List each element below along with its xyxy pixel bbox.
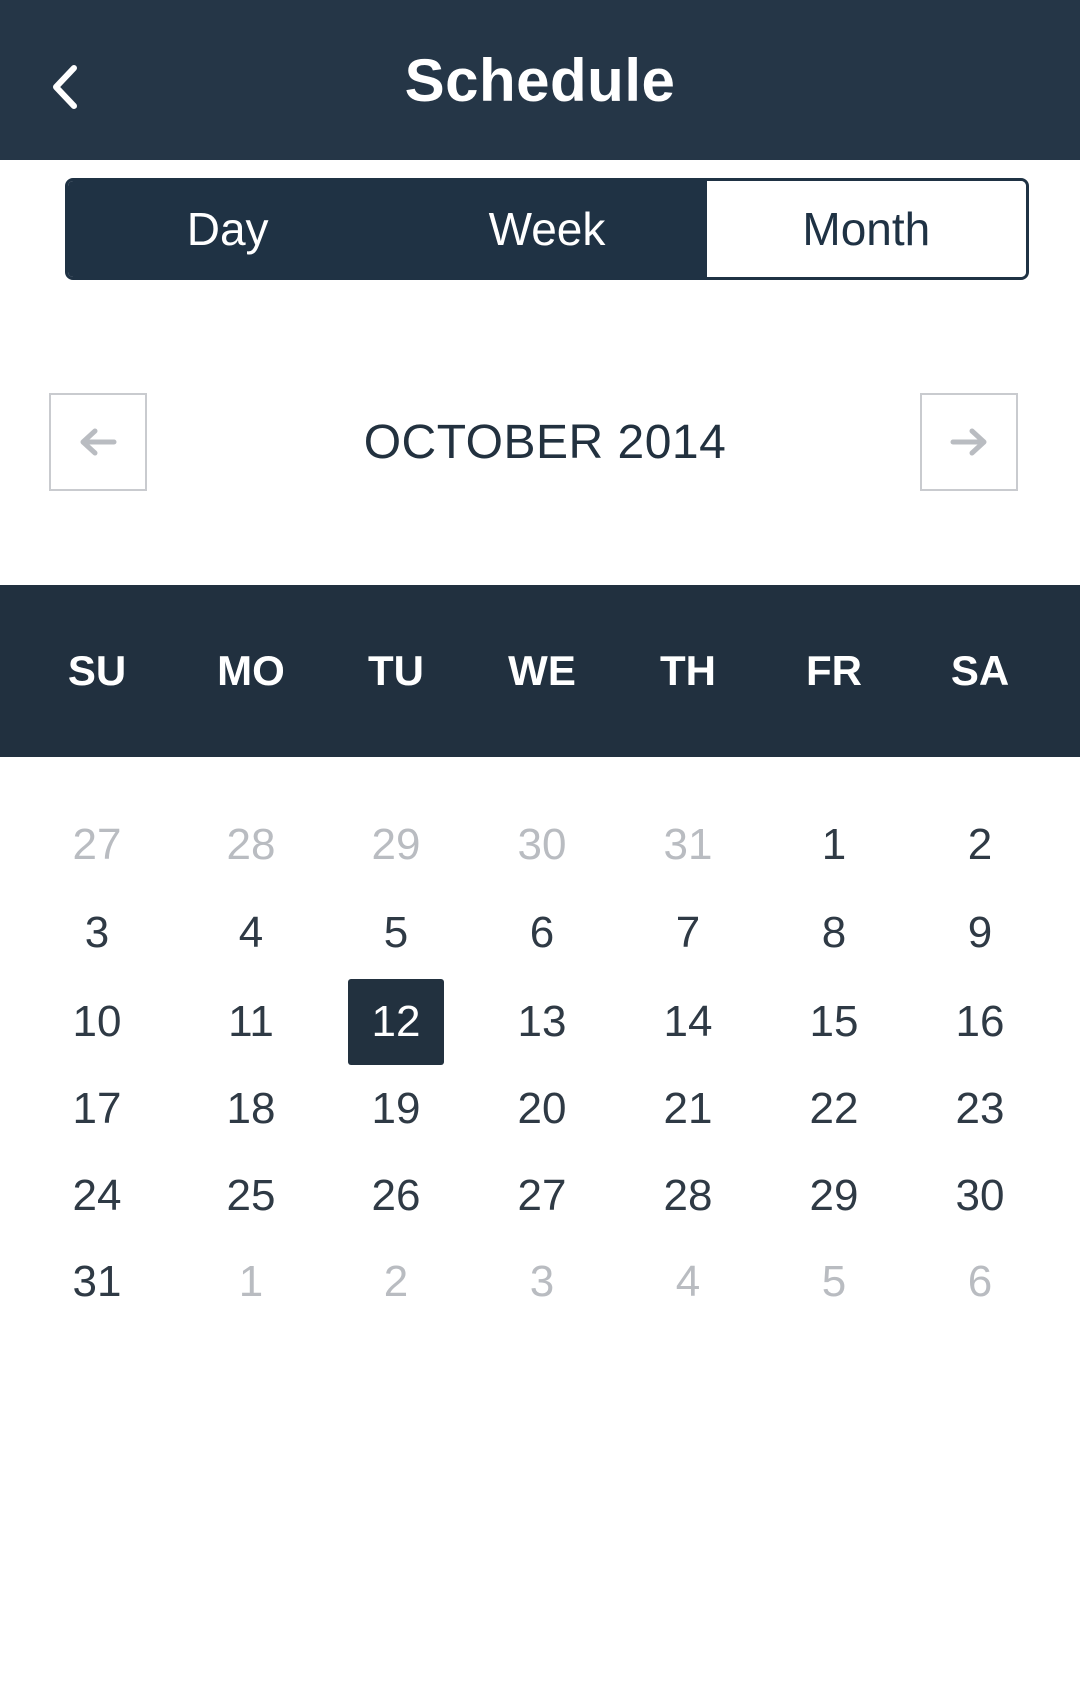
day-cell[interactable]: 27 bbox=[517, 1171, 567, 1220]
day-cell[interactable]: 4 bbox=[675, 1257, 701, 1306]
selected-day-cell[interactable]: 12 bbox=[348, 979, 444, 1065]
day-cell[interactable]: 11 bbox=[228, 997, 274, 1046]
page-title: Schedule bbox=[404, 46, 676, 114]
day-cell[interactable]: 9 bbox=[967, 908, 993, 957]
day-cell[interactable]: 24 bbox=[72, 1171, 122, 1220]
day-cell[interactable]: 13 bbox=[517, 997, 567, 1046]
arrow-right-icon bbox=[950, 428, 987, 456]
day-cell[interactable]: 20 bbox=[517, 1084, 567, 1133]
next-month-button[interactable] bbox=[920, 393, 1018, 491]
day-cell[interactable]: 31 bbox=[663, 820, 713, 869]
day-cell[interactable]: 22 bbox=[809, 1084, 859, 1133]
prev-month-button[interactable] bbox=[49, 393, 147, 491]
arrow-left-icon bbox=[80, 428, 117, 456]
view-toggle: Day Week Month bbox=[65, 178, 1029, 280]
day-cell[interactable]: 3 bbox=[84, 908, 110, 957]
weekday-label: TH bbox=[660, 647, 716, 694]
weekday-label: WE bbox=[508, 647, 576, 694]
day-cell[interactable]: 18 bbox=[226, 1084, 276, 1133]
day-cell[interactable]: 26 bbox=[371, 1171, 421, 1220]
day-cell[interactable]: 10 bbox=[72, 997, 122, 1046]
day-cell[interactable]: 6 bbox=[529, 908, 555, 957]
weekday-label: SU bbox=[67, 647, 127, 694]
day-cell[interactable]: 28 bbox=[663, 1171, 713, 1220]
toggle-day[interactable]: Day bbox=[68, 181, 388, 277]
day-cell[interactable]: 7 bbox=[675, 908, 701, 957]
back-button[interactable] bbox=[40, 52, 90, 122]
day-cell[interactable]: 17 bbox=[72, 1084, 122, 1133]
app-header: Schedule bbox=[0, 0, 1080, 160]
day-cell[interactable]: 16 bbox=[955, 997, 1005, 1046]
weekday-label: FR bbox=[806, 647, 862, 694]
weekday-label: SA bbox=[950, 647, 1010, 694]
day-cell[interactable]: 5 bbox=[821, 1257, 847, 1306]
day-cell[interactable]: 29 bbox=[371, 820, 421, 869]
day-cell[interactable]: 2 bbox=[967, 820, 993, 869]
day-cell[interactable]: 28 bbox=[226, 820, 276, 869]
day-cell[interactable]: 1 bbox=[238, 1257, 264, 1306]
day-cell[interactable]: 6 bbox=[967, 1257, 993, 1306]
day-cell[interactable]: 31 bbox=[72, 1257, 122, 1306]
day-cell[interactable]: 3 bbox=[529, 1257, 555, 1306]
day-cell[interactable]: 1 bbox=[821, 820, 847, 869]
day-cell[interactable]: 27 bbox=[72, 820, 122, 869]
day-cell[interactable]: 4 bbox=[238, 908, 264, 957]
day-cell[interactable]: 25 bbox=[226, 1171, 276, 1220]
day-cell[interactable]: 15 bbox=[809, 997, 859, 1046]
day-cell[interactable]: 2 bbox=[383, 1257, 409, 1306]
day-cell[interactable]: 30 bbox=[517, 820, 567, 869]
day-cell[interactable]: 21 bbox=[663, 1084, 713, 1133]
toggle-month[interactable]: Month bbox=[706, 181, 1026, 277]
day-cell[interactable]: 5 bbox=[383, 908, 409, 957]
toggle-week[interactable]: Week bbox=[387, 181, 707, 277]
day-cell[interactable]: 23 bbox=[955, 1084, 1005, 1133]
weekday-label: TU bbox=[368, 647, 424, 694]
month-label: OCTOBER 2014 bbox=[363, 415, 727, 469]
weekday-label: MO bbox=[217, 647, 285, 694]
day-cell[interactable]: 29 bbox=[809, 1171, 859, 1220]
weekday-header: SU MO TU WE TH FR SA bbox=[0, 585, 1080, 757]
chevron-left-icon bbox=[53, 65, 77, 109]
day-cell[interactable]: 14 bbox=[663, 997, 713, 1046]
day-cell[interactable]: 30 bbox=[955, 1171, 1005, 1220]
day-cell[interactable]: 19 bbox=[371, 1084, 421, 1133]
day-cell[interactable]: 8 bbox=[821, 908, 847, 957]
